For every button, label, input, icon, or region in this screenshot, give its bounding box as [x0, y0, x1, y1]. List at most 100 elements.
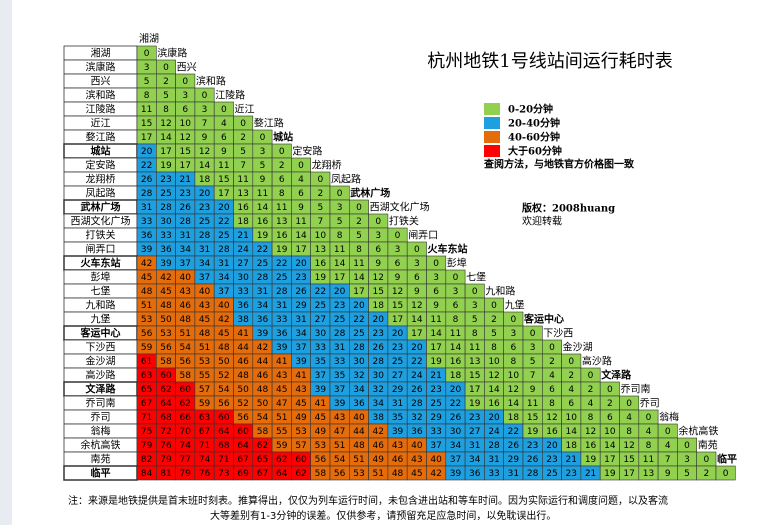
station-name: 金沙湖 — [86, 355, 116, 368]
diagonal-station-label: 翁梅 — [659, 411, 679, 424]
time-value: 20 — [334, 287, 346, 297]
time-value: 11 — [643, 455, 654, 465]
time-value: 25 — [160, 189, 171, 199]
time-value: 31 — [141, 203, 152, 213]
time-value: 25 — [315, 301, 326, 311]
time-value: 0 — [588, 371, 594, 381]
row-header-strip — [0, 0, 12, 525]
station-name: 彭埠 — [91, 271, 111, 284]
time-value: 42 — [373, 427, 384, 437]
time-value: 13 — [315, 245, 326, 255]
time-value: 13 — [469, 357, 480, 367]
time-value: 25 — [334, 315, 345, 325]
time-value: 10 — [180, 119, 192, 129]
time-value: 23 — [469, 413, 480, 423]
time-value: 6 — [279, 175, 285, 185]
time-value: 10 — [488, 357, 500, 367]
time-value: 8 — [453, 315, 459, 325]
time-value: 16 — [315, 259, 327, 269]
station-name: 下沙西 — [86, 342, 116, 354]
time-value: 54 — [180, 343, 192, 353]
time-value: 9 — [221, 147, 227, 157]
diagonal-station-label: 闸弄口 — [408, 229, 438, 242]
diagonal-station-label: 七堡 — [466, 271, 486, 284]
time-value: 12 — [160, 119, 171, 129]
time-value: 22 — [141, 161, 152, 171]
time-value: 37 — [180, 259, 191, 269]
time-value: 17 — [411, 329, 422, 339]
time-value: 0 — [646, 413, 652, 423]
time-value: 18 — [450, 371, 462, 381]
note: 查阅方法，与地铁官方价格图一致 — [483, 158, 635, 171]
time-value: 21 — [585, 469, 596, 479]
time-value: 42 — [141, 259, 152, 269]
time-value: 24 — [488, 427, 500, 437]
time-value: 36 — [257, 315, 269, 325]
time-value: 0 — [202, 91, 208, 101]
time-value: 64 — [276, 469, 288, 479]
time-value: 48 — [257, 385, 269, 395]
time-value: 35 — [334, 371, 345, 381]
time-value: 29 — [430, 413, 442, 423]
time-value: 8 — [626, 427, 632, 437]
time-value: 22 — [315, 287, 326, 297]
time-value: 9 — [202, 133, 208, 143]
time-value: 15 — [392, 301, 403, 311]
station-name: 龙翔桥 — [86, 173, 116, 186]
time-value: 28 — [180, 217, 192, 227]
time-value: 20 — [488, 413, 500, 423]
time-value: 3 — [453, 287, 459, 297]
time-value: 10 — [566, 413, 578, 423]
time-value: 60 — [295, 455, 307, 465]
time-value: 36 — [276, 329, 288, 339]
time-value: 2 — [549, 357, 555, 367]
time-value: 0 — [530, 329, 536, 339]
time-value: 23 — [160, 175, 171, 185]
legend-label: 40-60分钟 — [508, 131, 560, 144]
time-value: 81 — [160, 469, 171, 479]
time-value: 0 — [279, 147, 285, 157]
time-value: 23 — [546, 455, 557, 465]
time-value: 67 — [199, 427, 210, 437]
time-value: 48 — [160, 301, 172, 311]
time-value: 17 — [604, 455, 615, 465]
time-value: 29 — [508, 455, 520, 465]
time-value: 36 — [353, 399, 365, 409]
time-value: 8 — [337, 231, 343, 241]
footnote-line: 注：来源是地铁提供是首末班时刻表。推算得出，仅仅为列车运行时间，未包含进出站和等… — [68, 494, 668, 507]
time-value: 19 — [160, 161, 172, 171]
diagonal-station-label: 九堡 — [505, 299, 525, 312]
time-value: 12 — [488, 371, 499, 381]
time-value: 22 — [257, 245, 268, 255]
time-value: 33 — [488, 469, 499, 479]
time-value: 31 — [218, 259, 229, 269]
time-value: 26 — [141, 175, 153, 185]
diagonal-station-label: 火车东站 — [428, 243, 468, 256]
time-value: 48 — [199, 329, 211, 339]
diagonal-station-label: 西湖文化广场 — [370, 201, 430, 214]
time-value: 82 — [141, 455, 152, 465]
time-value: 79 — [160, 455, 172, 465]
time-value: 0 — [395, 231, 401, 241]
time-value: 26 — [180, 203, 192, 213]
time-value: 19 — [585, 455, 597, 465]
time-value: 39 — [392, 427, 404, 437]
time-value: 18 — [373, 301, 385, 311]
station-name: 文泽路 — [86, 383, 117, 396]
time-value: 25 — [257, 259, 268, 269]
time-value: 48 — [392, 469, 404, 479]
time-value: 14 — [566, 427, 578, 437]
diagonal-station-label: 文泽路 — [601, 369, 632, 382]
time-value: 51 — [199, 343, 210, 353]
time-value: 33 — [276, 315, 287, 325]
time-value: 28 — [160, 203, 172, 213]
time-value: 18 — [508, 413, 520, 423]
time-value: 54 — [218, 385, 230, 395]
time-value: 36 — [237, 301, 249, 311]
time-value: 2 — [163, 77, 169, 87]
time-value: 64 — [160, 399, 172, 409]
time-value: 68 — [160, 413, 172, 423]
station-name: 临平 — [91, 467, 111, 480]
time-value: 28 — [276, 287, 288, 297]
